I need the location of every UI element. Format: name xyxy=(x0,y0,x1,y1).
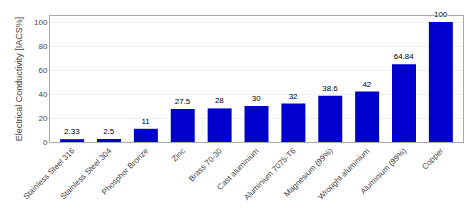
svg-text:20: 20 xyxy=(38,114,47,123)
svg-text:Magnesium (99%): Magnesium (99%) xyxy=(282,146,335,199)
svg-text:80: 80 xyxy=(38,42,47,51)
svg-text:Phosphor Bronze: Phosphor Bronze xyxy=(100,146,150,196)
svg-text:Electrical Conductivity [IACS%: Electrical Conductivity [IACS%] xyxy=(14,17,24,142)
svg-text:42: 42 xyxy=(362,80,371,89)
svg-text:0: 0 xyxy=(43,138,48,147)
svg-text:Aluminium (99%): Aluminium (99%) xyxy=(359,146,409,196)
svg-text:100: 100 xyxy=(34,18,48,27)
svg-text:27.5: 27.5 xyxy=(175,97,191,106)
svg-text:Brass 70-30: Brass 70-30 xyxy=(187,146,224,183)
svg-text:28: 28 xyxy=(215,96,224,105)
svg-text:11: 11 xyxy=(141,117,150,126)
svg-text:Stainless Steel 316: Stainless Steel 316 xyxy=(22,146,77,201)
svg-text:60: 60 xyxy=(38,66,47,75)
svg-text:2.5: 2.5 xyxy=(103,127,115,136)
svg-text:Copper: Copper xyxy=(420,146,445,171)
svg-text:64.84: 64.84 xyxy=(394,52,415,61)
svg-text:Wrought aluminium: Wrought aluminium xyxy=(316,146,371,201)
svg-text:2.33: 2.33 xyxy=(64,127,80,136)
svg-text:38.6: 38.6 xyxy=(322,84,338,93)
svg-text:30: 30 xyxy=(252,94,261,103)
svg-text:Cast aluminium: Cast aluminium xyxy=(215,146,261,192)
svg-text:40: 40 xyxy=(38,90,47,99)
svg-text:Stainless Steel 304: Stainless Steel 304 xyxy=(58,146,113,201)
svg-text:Zinc: Zinc xyxy=(170,146,187,163)
svg-text:32: 32 xyxy=(289,92,298,101)
svg-text:Aluminium 7075-T6: Aluminium 7075-T6 xyxy=(242,146,298,202)
svg-text:100: 100 xyxy=(434,10,448,19)
